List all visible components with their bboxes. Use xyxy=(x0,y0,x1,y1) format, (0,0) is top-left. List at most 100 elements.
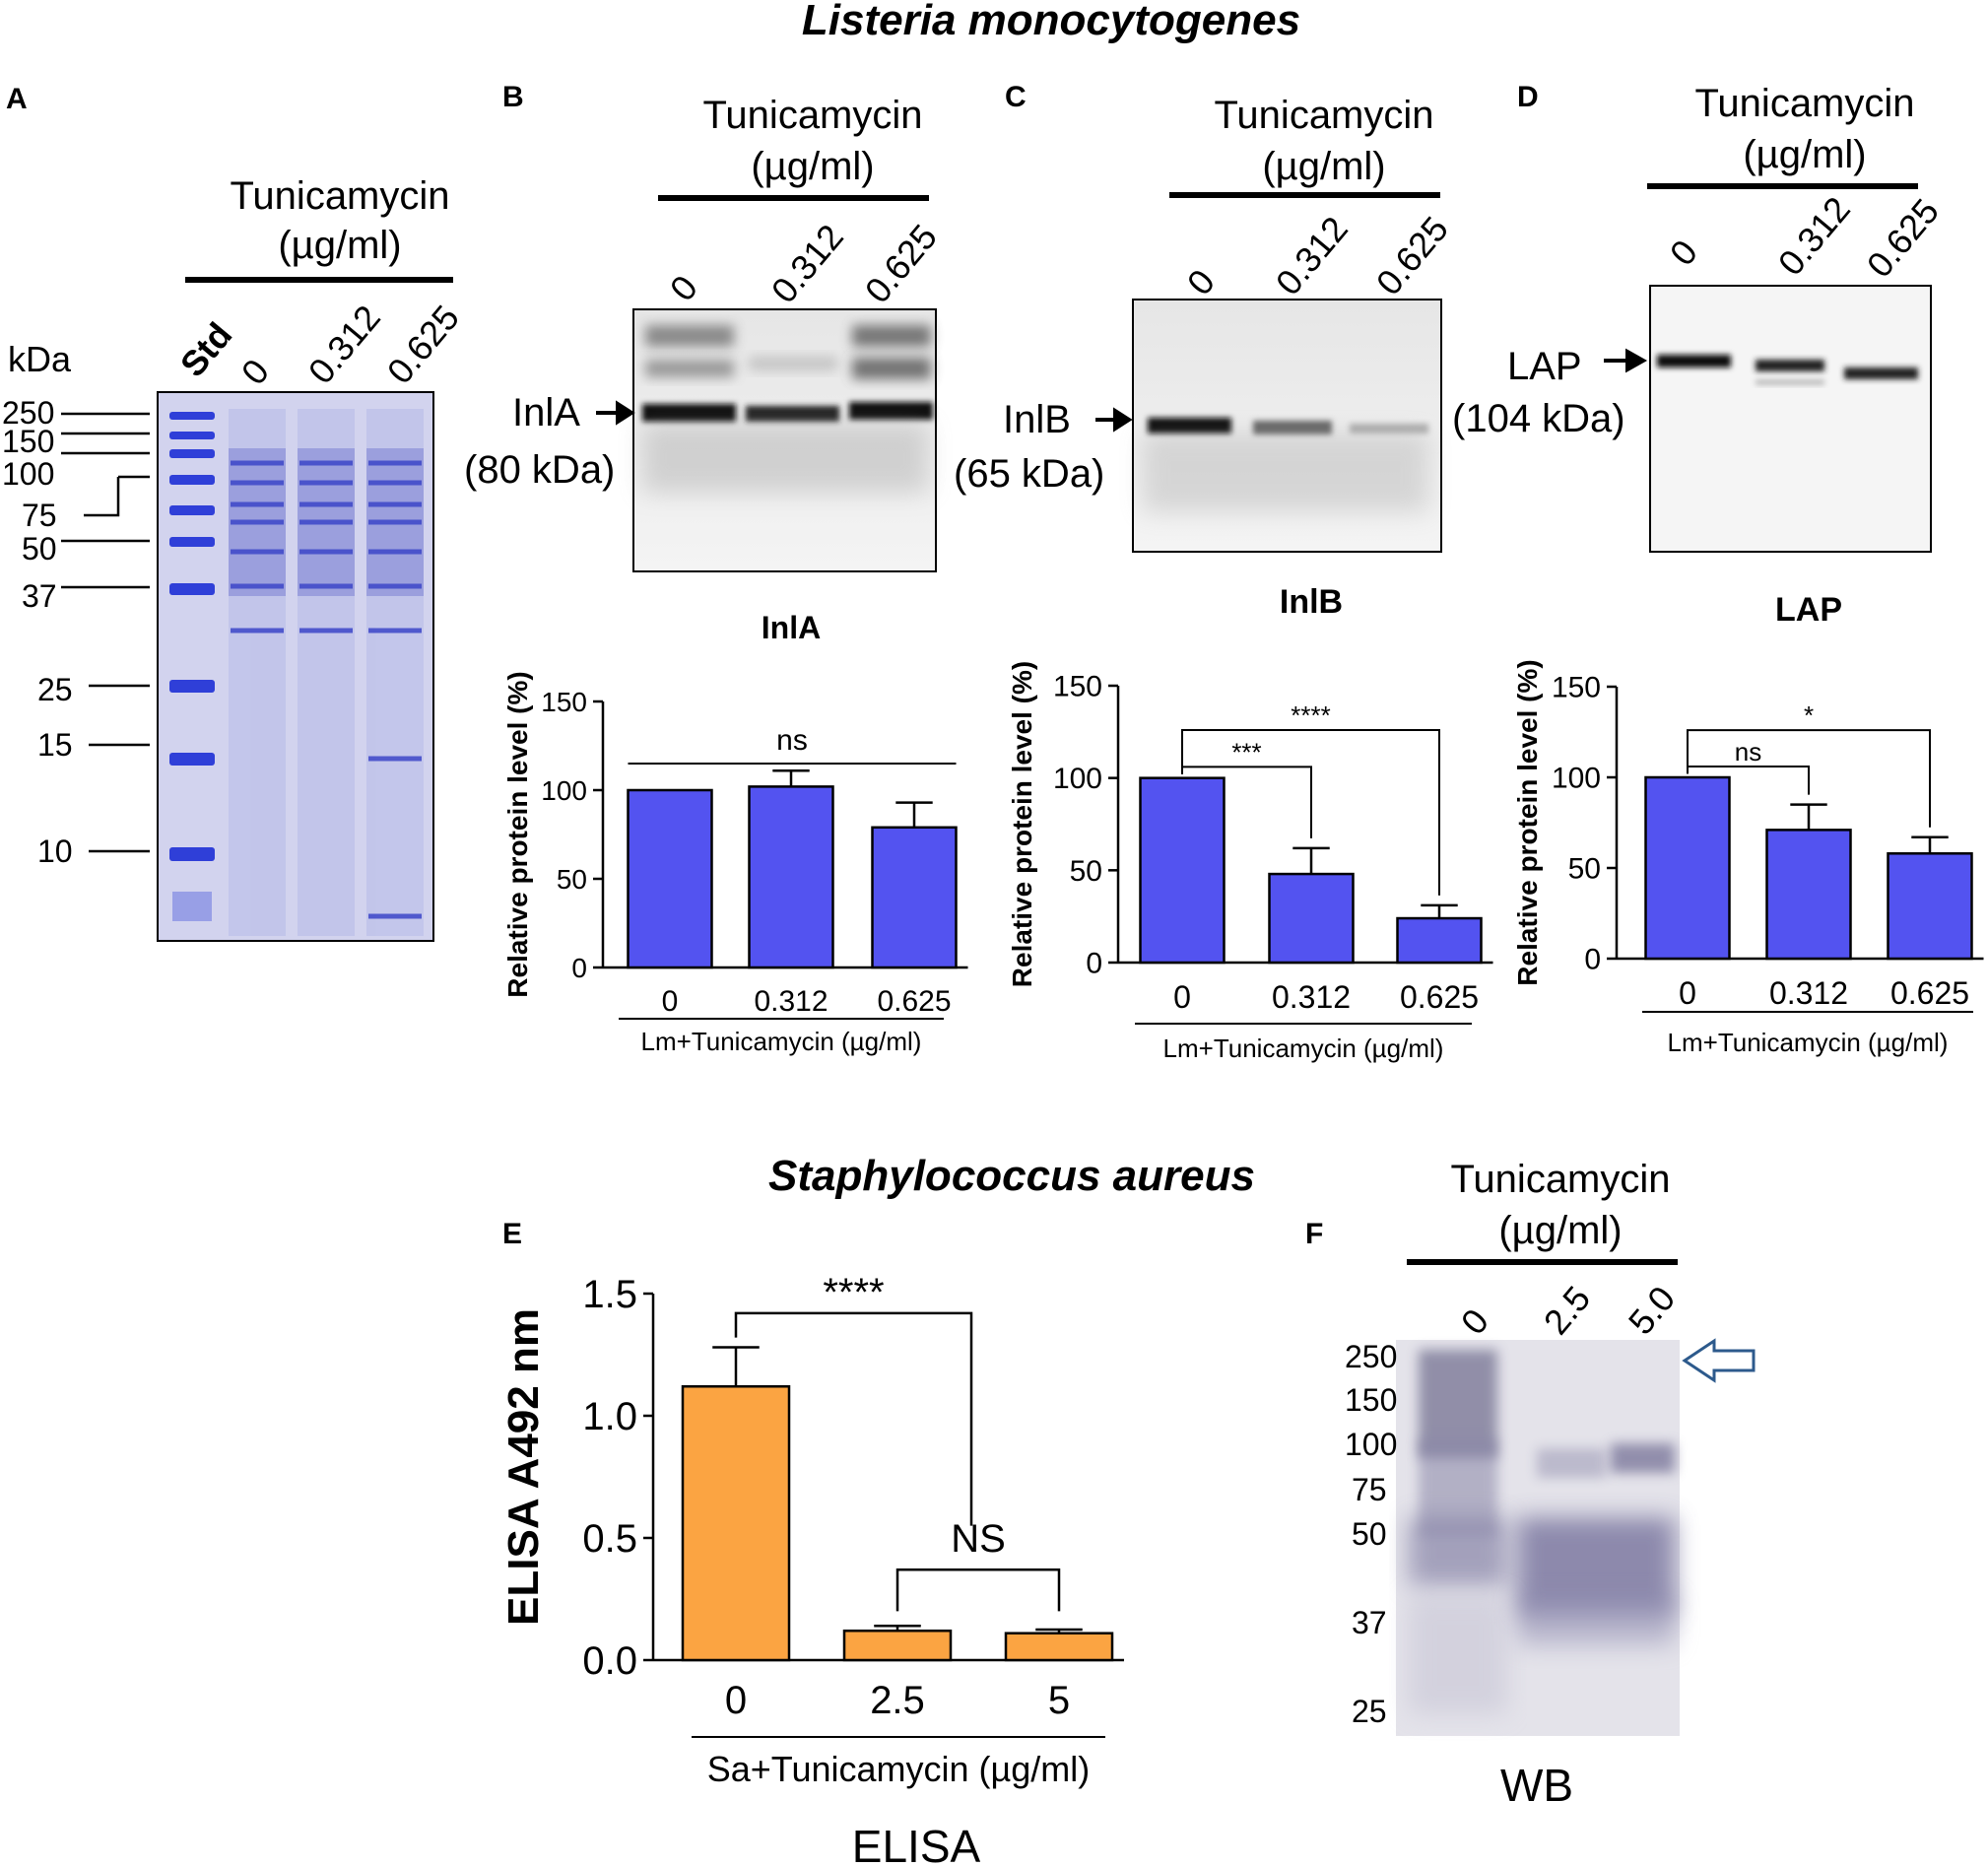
panel-f-blot: F Tunicamycin (µg/ml) 0 2.5 5.0 250 150 … xyxy=(1305,1158,1756,1811)
panel-d-lane-0: 0 xyxy=(1662,232,1705,273)
b-y-tick-label: 100 xyxy=(541,775,587,806)
d-chart-title: LAP xyxy=(1775,591,1842,629)
b-category-label-2: 0.625 xyxy=(877,985,951,1018)
d-y-tick-label: 150 xyxy=(1552,672,1601,704)
panel-f-header-2: (µg/ml) xyxy=(1498,1209,1622,1252)
b-chart-title: InlA xyxy=(762,610,821,645)
panel-e-caption: ELISA xyxy=(852,1821,981,1867)
panel-f-label: F xyxy=(1305,1218,1323,1250)
panel-a-header-1: Tunicamycin xyxy=(230,174,449,218)
panel-a-lane-0312: 0.312 xyxy=(300,298,388,391)
d-sig-bracket-1 xyxy=(1687,729,1931,828)
d-y-axis-label: Relative protein level (%) xyxy=(1512,659,1543,985)
e-sig-label-1: NS xyxy=(951,1517,1006,1561)
panel-d-blot: D Tunicamycin (µg/ml) 0 0.312 0.625 LAP … xyxy=(1452,81,1947,553)
d-sig-label-1: * xyxy=(1804,700,1814,730)
c-sig-label-1: **** xyxy=(1291,700,1330,730)
panel-b-lane-0312: 0.312 xyxy=(763,217,851,310)
panel-f-caption: WB xyxy=(1500,1760,1573,1811)
panel-b-blot: B Tunicamycin (µg/ml) 0 0.312 0.625 InlA… xyxy=(464,81,945,572)
panel-d-membrane xyxy=(1649,285,1932,553)
d-bar-2 xyxy=(1887,852,1973,961)
panel-f-markers: 250 150 100 75 50 37 25 xyxy=(1345,1339,1397,1729)
panel-f-lane-50: 5.0 xyxy=(1621,1278,1684,1342)
f-marker-100: 100 xyxy=(1345,1427,1397,1462)
panel-b-arrow xyxy=(596,400,635,426)
panel-c-lane-0625: 0.625 xyxy=(1368,209,1456,302)
e-category-label-1: 2.5 xyxy=(870,1679,925,1722)
e-sig-bracket-1 xyxy=(895,1567,1061,1612)
panel-d-header-1: Tunicamycin xyxy=(1694,82,1914,125)
panel-d-lane-0625: 0.625 xyxy=(1859,191,1947,285)
c-bar-2 xyxy=(1396,916,1483,965)
chart-inlb: InlB 0 50 100 150 Relative protein level (%) 0… xyxy=(1007,583,1493,1063)
d-x-axis-label: Lm+Tunicamycin (µg/ml) xyxy=(1668,1028,1949,1057)
marker-100: 100 xyxy=(2,456,54,492)
panel-c-header-2: (µg/ml) xyxy=(1262,145,1385,188)
e-bar-1 xyxy=(842,1629,953,1662)
panel-d-bands xyxy=(1657,355,1918,385)
e-bar-2 xyxy=(1004,1632,1114,1662)
panel-b-header-1: Tunicamycin xyxy=(702,94,922,137)
panel-a-kda-label: kDa xyxy=(8,339,72,379)
panel-a: A Tunicamycin (µg/ml) kDa Std 0 0.312 0.… xyxy=(2,83,467,942)
panel-f-bands xyxy=(1409,1350,1675,1714)
c-sig-label-0: *** xyxy=(1231,737,1261,767)
f-marker-25: 25 xyxy=(1352,1694,1387,1729)
b-x-axis-label: Lm+Tunicamycin (µg/ml) xyxy=(641,1027,922,1056)
e-y-tick-label: 1.5 xyxy=(582,1273,637,1316)
b-y-axis-label: Relative protein level (%) xyxy=(502,671,533,997)
e-x-axis-label: Sa+Tunicamycin (µg/ml) xyxy=(707,1749,1091,1789)
panel-a-gel-bands xyxy=(231,460,422,919)
f-marker-150: 150 xyxy=(1345,1382,1397,1418)
b-category-label-0: 0 xyxy=(662,985,679,1018)
c-category-label-0: 0 xyxy=(1173,979,1191,1015)
c-category-label-1: 0.312 xyxy=(1272,979,1351,1015)
title-listeria: Listeria monocytogenes xyxy=(802,0,1300,44)
panel-c-band-name: InlB xyxy=(1003,398,1071,441)
b-category-label-1: 0.312 xyxy=(754,985,828,1018)
panel-d-band-name: LAP xyxy=(1507,345,1582,388)
c-category-label-2: 0.625 xyxy=(1400,979,1479,1015)
panel-b-band-size: (80 kDa) xyxy=(464,448,615,492)
panel-c-lane-0: 0 xyxy=(1179,261,1223,302)
panel-e-label: E xyxy=(502,1218,522,1250)
e-y-tick-label: 1.0 xyxy=(582,1395,637,1438)
c-chart-title: InlB xyxy=(1280,583,1343,621)
marker-75: 75 xyxy=(22,498,57,533)
d-category-label-1: 0.312 xyxy=(1769,975,1848,1011)
e-sig-label-0: **** xyxy=(823,1271,884,1314)
panel-a-header-2: (µg/ml) xyxy=(278,224,401,267)
b-y-tick-label: 150 xyxy=(541,687,587,717)
b-bar-0 xyxy=(627,788,713,969)
d-y-tick-label: 0 xyxy=(1584,944,1601,976)
f-marker-250: 250 xyxy=(1345,1339,1397,1374)
c-sig-bracket-1 xyxy=(1181,728,1440,896)
marker-25: 25 xyxy=(37,672,73,707)
panel-b-header-2: (µg/ml) xyxy=(751,145,874,188)
panel-a-lane-0625: 0.625 xyxy=(379,298,467,391)
marker-50: 50 xyxy=(22,531,57,567)
c-bar-0 xyxy=(1139,776,1226,965)
panel-c-band-size: (65 kDa) xyxy=(954,452,1104,496)
panel-a-lane-0: 0 xyxy=(233,351,277,392)
e-category-label-2: 5 xyxy=(1048,1679,1070,1722)
b-bar-1 xyxy=(748,785,834,969)
panel-c-arrow xyxy=(1095,407,1133,433)
c-y-tick-label: 0 xyxy=(1086,948,1102,980)
c-bar-1 xyxy=(1268,872,1355,965)
f-marker-37: 37 xyxy=(1352,1605,1387,1640)
b-sig-label-0: ns xyxy=(776,724,808,757)
panel-c-label: C xyxy=(1005,81,1027,113)
marker-15: 15 xyxy=(37,727,73,763)
e-sig-bracket-0 xyxy=(734,1311,973,1526)
panel-f-open-arrow-icon xyxy=(1682,1338,1756,1383)
e-category-label-0: 0 xyxy=(725,1679,747,1722)
f-marker-75: 75 xyxy=(1352,1472,1387,1507)
d-category-label-2: 0.625 xyxy=(1890,975,1969,1011)
panel-f-lane-25: 2.5 xyxy=(1536,1278,1599,1342)
panel-d-header-2: (µg/ml) xyxy=(1743,133,1866,176)
panel-a-ladder xyxy=(169,412,215,921)
e-y-tick-label: 0.0 xyxy=(582,1639,637,1683)
